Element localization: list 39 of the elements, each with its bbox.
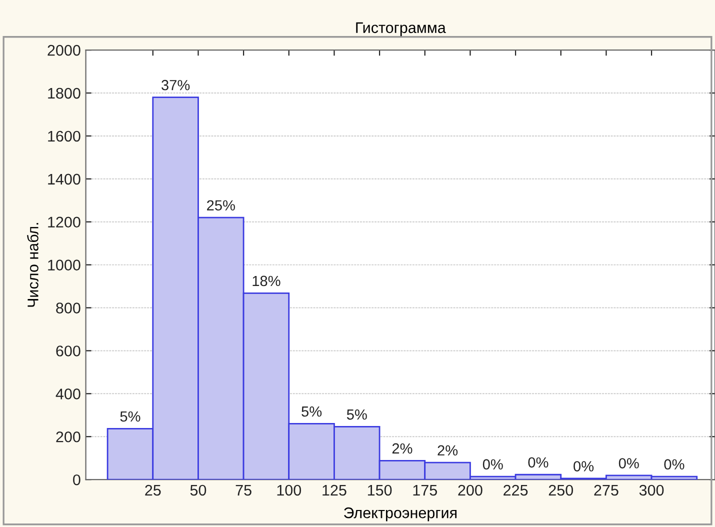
x-tick-label: 175 <box>413 484 437 496</box>
y-tick-label: 1000 <box>48 260 80 271</box>
x-tick-label: 200 <box>458 484 482 496</box>
annotation: 2% <box>438 445 458 456</box>
y-tick-label: 1600 <box>48 130 80 142</box>
y-tick-label: 1200 <box>48 216 80 228</box>
annotation: 0% <box>574 461 594 472</box>
y-axis-title: Число набл. <box>27 223 38 307</box>
annotation: 37% <box>162 80 190 90</box>
annotation: 5% <box>120 411 140 422</box>
annotation: 5% <box>302 406 322 417</box>
y-tick-label: 1800 <box>48 88 80 99</box>
y-tick-label: 1400 <box>48 174 80 185</box>
annotation: 0% <box>528 457 548 468</box>
x-tick-label: 125 <box>322 484 346 496</box>
annotation: 18% <box>252 276 280 286</box>
x-tick-label: 250 <box>548 484 574 496</box>
x-tick-label: 75 <box>236 484 252 496</box>
y-tick-label: 600 <box>56 346 80 356</box>
x-tick-label: 300 <box>639 484 664 496</box>
x-tick-label: 225 <box>504 484 528 496</box>
x-tick-label: 150 <box>368 484 392 496</box>
annotation: 0% <box>482 459 503 470</box>
annotation: 0% <box>618 458 639 468</box>
annotation: 0% <box>664 459 684 470</box>
y-tick-label: 800 <box>56 302 80 314</box>
x-tick-label: 275 <box>594 484 618 496</box>
x-axis-title: Электроэнергия <box>344 507 457 522</box>
y-tick-label: 2000 <box>48 44 80 56</box>
y-tick-label: 0 <box>73 474 80 486</box>
x-tick-label: 50 <box>190 484 206 496</box>
chart-title: Гистограмма <box>356 22 446 36</box>
x-tick-label: 100 <box>277 484 302 496</box>
annotation: 2% <box>392 443 412 454</box>
annotation: 25% <box>207 200 235 211</box>
annotation: 5% <box>346 409 367 420</box>
y-tick-label: 200 <box>56 431 80 442</box>
y-tick-label: 400 <box>56 388 80 400</box>
x-tick-label: 25 <box>145 484 161 496</box>
